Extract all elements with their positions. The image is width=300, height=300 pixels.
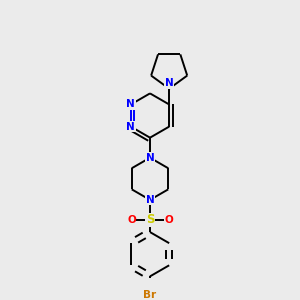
Text: O: O xyxy=(127,215,136,225)
Text: O: O xyxy=(164,215,173,225)
Text: N: N xyxy=(126,100,135,110)
Text: N: N xyxy=(146,153,154,163)
Text: S: S xyxy=(146,213,154,226)
Text: Br: Br xyxy=(143,290,157,300)
Text: N: N xyxy=(146,195,154,205)
Text: N: N xyxy=(165,78,174,88)
Text: N: N xyxy=(126,122,135,132)
